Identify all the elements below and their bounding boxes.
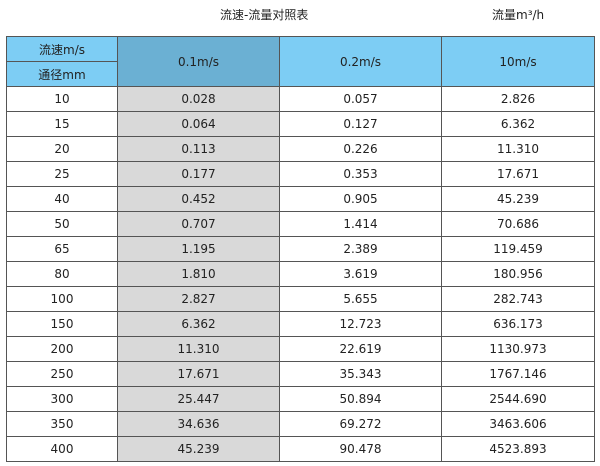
- table-row: 100 2.827 5.655 282.743: [6, 286, 595, 312]
- flow-cell: 35.343: [279, 361, 442, 387]
- flow-cell: 25.447: [117, 386, 280, 412]
- flow-cell: 17.671: [117, 361, 280, 387]
- flow-cell: 17.671: [441, 161, 595, 187]
- diameter-cell: 300: [6, 386, 118, 412]
- table-row: 65 1.195 2.389 119.459: [6, 236, 595, 262]
- flow-cell: 11.310: [117, 336, 280, 362]
- flow-cell: 12.723: [279, 311, 442, 337]
- flow-cell: 1.195: [117, 236, 280, 262]
- flow-cell: 0.028: [117, 86, 280, 112]
- diameter-cell: 100: [6, 286, 118, 312]
- diameter-cell: 200: [6, 336, 118, 362]
- flow-cell: 636.173: [441, 311, 595, 337]
- column-header: 10m/s: [441, 36, 595, 87]
- diameter-cell: 25: [6, 161, 118, 187]
- table-row: 250 17.671 35.343 1767.146: [6, 361, 595, 387]
- diameter-cell: 80: [6, 261, 118, 287]
- flow-cell: 2544.690: [441, 386, 595, 412]
- flow-cell: 0.226: [279, 136, 442, 162]
- flow-cell: 0.905: [279, 186, 442, 212]
- table-row: 15 0.064 0.127 6.362: [6, 111, 595, 137]
- speed-header: 流速m/s: [6, 36, 118, 62]
- table-row: 80 1.810 3.619 180.956: [6, 261, 595, 287]
- flow-cell: 0.127: [279, 111, 442, 137]
- flow-cell: 0.452: [117, 186, 280, 212]
- flow-cell: 0.064: [117, 111, 280, 137]
- flow-cell: 2.827: [117, 286, 280, 312]
- flow-cell: 6.362: [441, 111, 595, 137]
- flow-cell: 45.239: [117, 436, 280, 462]
- flow-cell: 1130.973: [441, 336, 595, 362]
- diameter-cell: 350: [6, 411, 118, 437]
- flow-cell: 1.414: [279, 211, 442, 237]
- flow-cell: 22.619: [279, 336, 442, 362]
- table-row: 300 25.447 50.894 2544.690: [6, 386, 595, 412]
- flow-cell: 3.619: [279, 261, 442, 287]
- diameter-cell: 400: [6, 436, 118, 462]
- flow-cell: 4523.893: [441, 436, 595, 462]
- column-header: 0.1m/s: [117, 36, 280, 87]
- flow-cell: 0.707: [117, 211, 280, 237]
- flow-cell: 0.113: [117, 136, 280, 162]
- flow-cell: 69.272: [279, 411, 442, 437]
- flow-cell: 45.239: [441, 186, 595, 212]
- header-row: 流速m/s 0.1m/s 0.2m/s 10m/s: [6, 36, 595, 87]
- flow-cell: 2.826: [441, 86, 595, 112]
- flow-cell: 0.177: [117, 161, 280, 187]
- flow-cell: 2.389: [279, 236, 442, 262]
- diameter-cell: 15: [6, 111, 118, 137]
- table-title: 流速-流量对照表: [220, 8, 309, 22]
- table-row: 10 0.028 0.057 2.826: [6, 86, 595, 112]
- table-row: 200 11.310 22.619 1130.973: [6, 336, 595, 362]
- header-row: 通径mm: [6, 61, 595, 87]
- table-row: 400 45.239 90.478 4523.893: [6, 436, 595, 462]
- diameter-cell: 20: [6, 136, 118, 162]
- table-row: 20 0.113 0.226 11.310: [6, 136, 595, 162]
- flow-cell: 50.894: [279, 386, 442, 412]
- flow-cell: 0.353: [279, 161, 442, 187]
- flow-cell: 119.459: [441, 236, 595, 262]
- diameter-cell: 65: [6, 236, 118, 262]
- diameter-cell: 250: [6, 361, 118, 387]
- table-row: 25 0.177 0.353 17.671: [6, 161, 595, 187]
- diameter-cell: 10: [6, 86, 118, 112]
- unit-label: 流量m³/h: [492, 8, 545, 22]
- flow-cell: 5.655: [279, 286, 442, 312]
- table-row: 40 0.452 0.905 45.239: [6, 186, 595, 212]
- column-header: 0.2m/s: [279, 36, 442, 87]
- flow-cell: 34.636: [117, 411, 280, 437]
- flow-cell: 1.810: [117, 261, 280, 287]
- flow-cell: 3463.606: [441, 411, 595, 437]
- diameter-cell: 150: [6, 311, 118, 337]
- flow-table: 流速m/s 0.1m/s 0.2m/s 10m/s 通径mm 10 0.028 0.…: [6, 36, 595, 462]
- flow-cell: 6.362: [117, 311, 280, 337]
- flow-cell: 90.478: [279, 436, 442, 462]
- flow-cell: 0.057: [279, 86, 442, 112]
- table-row: 150 6.362 12.723 636.173: [6, 311, 595, 337]
- flow-cell: 282.743: [441, 286, 595, 312]
- flow-cell: 1767.146: [441, 361, 595, 387]
- flow-cell: 11.310: [441, 136, 595, 162]
- table-row: 350 34.636 69.272 3463.606: [6, 411, 595, 437]
- table-row: 50 0.707 1.414 70.686: [6, 211, 595, 237]
- diameter-cell: 40: [6, 186, 118, 212]
- flow-cell: 180.956: [441, 261, 595, 287]
- diameter-cell: 50: [6, 211, 118, 237]
- flow-cell: 70.686: [441, 211, 595, 237]
- diameter-header: 通径mm: [6, 61, 118, 87]
